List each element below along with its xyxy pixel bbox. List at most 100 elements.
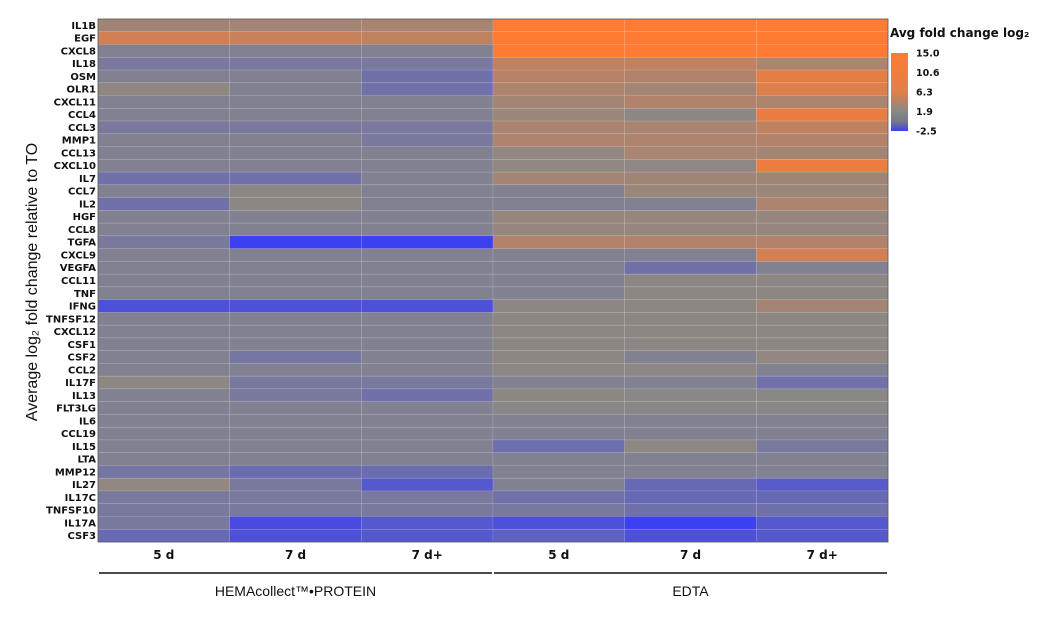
heatmap-cell <box>756 452 889 466</box>
heatmap-cell <box>361 171 494 186</box>
heatmap-cell <box>361 261 494 275</box>
heatmap-cell <box>492 107 625 122</box>
heatmap-cell <box>97 159 230 173</box>
heatmap-cell <box>624 133 757 147</box>
heatmap-cell <box>756 465 889 479</box>
heatmap-cell <box>624 503 757 517</box>
heatmap-cell <box>756 439 889 454</box>
heatmap-cell <box>624 82 757 96</box>
heatmap-cell <box>492 286 625 300</box>
heatmap-cell <box>97 312 230 326</box>
color-legend: Avg fold change log₂ 15.0 10.6 6.3 1.9 -2.5 <box>890 26 1029 138</box>
row-label: TNFSF12 <box>46 314 96 325</box>
heatmap-cell <box>97 503 230 517</box>
heatmap-cell <box>624 452 757 466</box>
heatmap-cell <box>624 56 757 71</box>
heatmap-cell <box>97 120 230 135</box>
heatmap-cell <box>624 197 757 211</box>
heatmap-cell <box>229 388 362 402</box>
heatmap-cell <box>97 324 230 339</box>
heatmap-cell <box>624 69 757 84</box>
heatmap-cell <box>492 222 625 237</box>
heatmap-cell <box>492 44 625 58</box>
heatmap-cell <box>492 146 625 160</box>
heatmap-cell <box>624 248 757 262</box>
legend-tick-label: 6.3 <box>916 88 933 99</box>
heatmap-cell <box>624 222 757 237</box>
row-label: VEGFA <box>60 263 96 274</box>
heatmap-cell <box>492 210 625 224</box>
heatmap-cell <box>492 159 625 173</box>
row-label: CXCL8 <box>61 46 96 57</box>
heatmap-cell <box>97 261 230 275</box>
heatmap-cell <box>756 146 889 160</box>
legend-color-bar <box>891 53 908 131</box>
row-label: IL15 <box>72 442 96 453</box>
heatmap-cell <box>229 401 362 415</box>
column-label: 5 d <box>153 548 174 562</box>
heatmap-cell <box>492 248 625 262</box>
heatmap-cell <box>229 107 362 122</box>
heatmap-cell <box>756 159 889 173</box>
heatmap-cell <box>492 439 625 454</box>
heatmap-cell <box>624 401 757 415</box>
heatmap-cell <box>361 273 494 288</box>
heatmap-cell <box>361 490 494 505</box>
heatmap-cell <box>97 146 230 160</box>
heatmap-cell <box>492 465 625 479</box>
heatmap-cell <box>756 312 889 326</box>
column-label: 7 d+ <box>412 548 443 562</box>
heatmap-cell <box>492 503 625 517</box>
row-label: CCL19 <box>61 429 96 440</box>
heatmap-cell <box>229 299 362 313</box>
heatmap-cell <box>97 95 230 109</box>
heatmap-cell <box>756 299 889 313</box>
heatmap-cell <box>361 528 494 543</box>
row-label: CCL2 <box>68 365 96 376</box>
heatmap-cell <box>229 235 362 249</box>
heatmap-cell <box>624 146 757 160</box>
heatmap-cell <box>756 477 889 492</box>
legend-ticks: 15.0 10.6 6.3 1.9 -2.5 <box>916 49 940 138</box>
row-label: LTA <box>77 455 96 466</box>
heatmap-cell <box>97 31 230 45</box>
heatmap-cell <box>229 159 362 173</box>
heatmap-cell <box>624 363 757 377</box>
heatmap-cell <box>229 516 362 530</box>
heatmap-cell <box>624 414 757 428</box>
heatmap-cell <box>229 18 362 33</box>
heatmap-cell <box>361 516 494 530</box>
heatmap-cell <box>492 477 625 492</box>
heatmap-cell <box>361 439 494 454</box>
heatmap-cell <box>624 465 757 479</box>
heatmap-cell <box>492 388 625 402</box>
legend-tick-label: 10.6 <box>916 68 940 79</box>
heatmap-cell <box>229 210 362 224</box>
heatmap-cell <box>361 426 494 441</box>
heatmap-cell <box>492 528 625 543</box>
heatmap-cell <box>229 44 362 58</box>
heatmap-cell <box>492 171 625 186</box>
row-label: TGFA <box>68 238 97 249</box>
heatmap-cell <box>624 171 757 186</box>
heatmap-cell <box>492 133 625 147</box>
heatmap-cell <box>361 184 494 198</box>
heatmap-cell <box>361 159 494 173</box>
row-label: IL1B <box>71 21 96 32</box>
heatmap-cell <box>624 18 757 33</box>
heatmap-cell <box>97 401 230 415</box>
heatmap-cell <box>624 388 757 402</box>
heatmap-cell <box>624 95 757 109</box>
heatmap-cell <box>756 375 889 390</box>
heatmap-cell <box>756 18 889 33</box>
heatmap-cell <box>361 299 494 313</box>
row-label: IL27 <box>72 480 96 491</box>
heatmap-cell <box>97 388 230 402</box>
row-label: OLR1 <box>66 85 96 96</box>
column-label: 7 d <box>285 548 306 562</box>
heatmap-cell <box>756 248 889 262</box>
heatmap-cell <box>361 82 494 96</box>
heatmap-cell <box>624 490 757 505</box>
heatmap-cell <box>361 235 494 249</box>
heatmap-cell <box>492 197 625 211</box>
